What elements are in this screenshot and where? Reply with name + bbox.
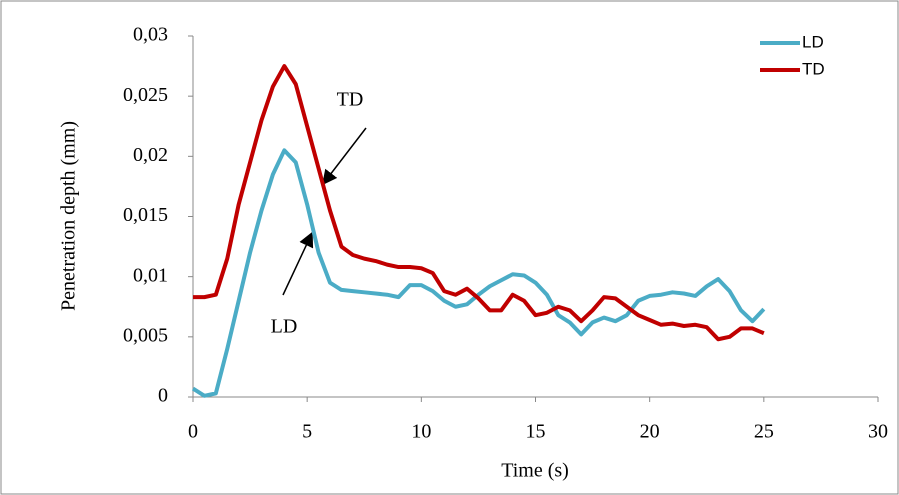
line-series <box>191 148 766 398</box>
y-tick-label: 0,005 <box>123 324 168 346</box>
y-tick-label: 0,02 <box>133 144 168 166</box>
x-axis-label: Time (s) <box>501 460 569 482</box>
annotation: TD <box>337 89 364 111</box>
y-tick-label: 0,015 <box>123 204 168 226</box>
y-tick-label: 0,03 <box>133 24 168 46</box>
legend-label: LD <box>802 32 824 51</box>
legend-label: TD <box>802 59 825 78</box>
annotation: LD <box>271 316 298 338</box>
x-tick-label: 20 <box>640 421 660 443</box>
y-tick-label: 0,025 <box>123 84 168 106</box>
x-tick-label: 25 <box>754 421 774 443</box>
x-tick-label: 15 <box>526 421 546 443</box>
x-tick-label: 10 <box>411 421 431 443</box>
x-tick-label: 5 <box>302 421 312 443</box>
line-series <box>193 64 765 342</box>
y-tick-label: 0 <box>158 385 168 407</box>
annotation-arrow <box>282 231 314 296</box>
y-axis-label: Penetration depth (mm) <box>58 121 80 311</box>
x-tick-label: 0 <box>188 421 198 443</box>
annotation-arrow <box>322 127 367 186</box>
x-tick-label: 30 <box>868 421 888 443</box>
y-tick-label: 0,01 <box>133 264 168 286</box>
